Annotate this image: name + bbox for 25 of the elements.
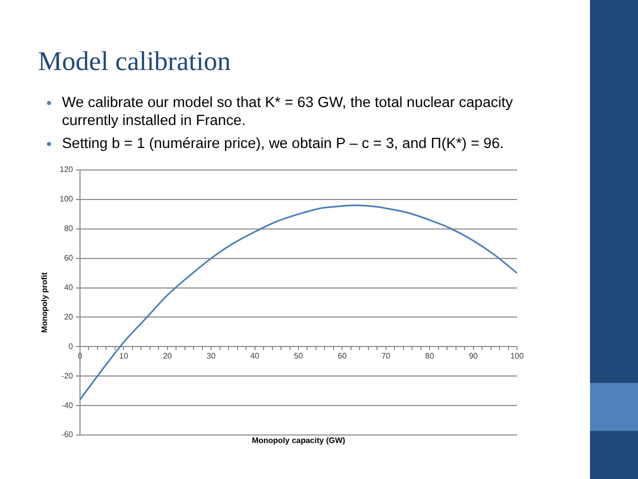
x-tick-label: 60 bbox=[338, 352, 348, 361]
x-tick-label: 20 bbox=[162, 352, 172, 361]
y-tick-label: -40 bbox=[61, 400, 74, 410]
x-tick-label: 50 bbox=[294, 352, 304, 361]
x-tick-label: 100 bbox=[510, 352, 524, 361]
y-tick-label: -60 bbox=[61, 430, 74, 440]
x-tick-label: 90 bbox=[468, 352, 478, 361]
x-tick-label: 10 bbox=[119, 352, 129, 361]
text: We calibrate our model so that K* = 63 GW, the total nuclear capacity currently installed in France. bbox=[62, 95, 513, 129]
y-tick-label: 80 bbox=[64, 224, 74, 234]
y-axis-title: Monopoly profit bbox=[40, 272, 50, 333]
y-tick-label: -20 bbox=[61, 371, 74, 380]
y-tick-label: 40 bbox=[64, 282, 74, 292]
x-axis-title: Monopoly capacity (GW) bbox=[252, 436, 346, 445]
y-tick-label: 120 bbox=[60, 165, 74, 174]
y-tick-label: 100 bbox=[60, 194, 74, 204]
x-tick-label: 70 bbox=[381, 352, 391, 361]
y-tick-label: 20 bbox=[64, 312, 74, 322]
chart-title: Model calibration bbox=[38, 45, 231, 77]
y-tick-label: 60 bbox=[64, 254, 74, 263]
y-tick-label: 0 bbox=[68, 342, 74, 351]
text: Setting b = 1 (numéraire price), we obtain P – c = 3, and Π(K*) = 96. bbox=[62, 136, 504, 152]
x-tick-label: 40 bbox=[250, 352, 260, 361]
x-tick-label: 30 bbox=[206, 352, 216, 361]
x-tick-label: 80 bbox=[425, 352, 435, 361]
